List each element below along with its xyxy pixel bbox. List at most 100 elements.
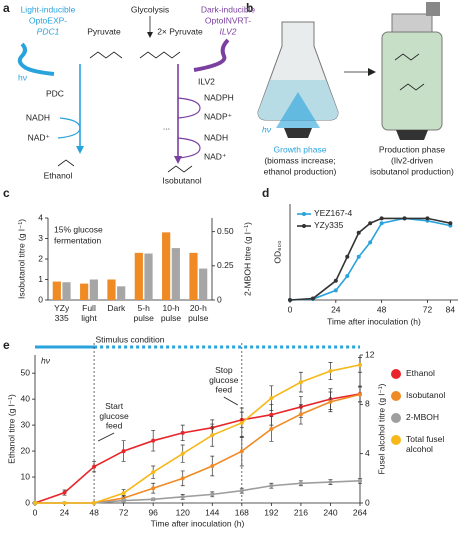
cofactor: NADH [204,132,228,142]
cofactor: NAD⁺ [28,132,51,142]
data-point [298,380,303,385]
chart-note: 15% glucose [54,224,103,234]
data-point [448,221,453,226]
data-point [33,501,37,505]
y-axis-label: Isobutanol titre (g l⁻¹) [16,219,26,299]
annotation-arrow [97,432,115,442]
enzyme-label: PDC [46,88,64,98]
light-label: hν [18,72,27,82]
y-tick-label: 40 [21,393,31,403]
cofactor-arrow [177,97,201,119]
data-point [368,221,373,226]
data-point [358,392,362,397]
y-tick-label: 10 [21,471,31,481]
data-point [425,216,430,221]
metabolite: Ethanol [44,170,73,180]
data-point [328,480,333,485]
data-point [121,491,126,496]
x-tick-label: 120 [176,507,190,517]
light-beam [276,92,320,128]
series-line [289,217,451,301]
y-tick-label: 30 [21,419,31,429]
legend-marker [391,369,401,379]
x-tick-label: 0 [33,507,38,517]
data-point [121,498,126,503]
y-tick-label: 0 [25,497,30,507]
promoter-label: ILV2 [219,26,236,36]
x-tick-label: 72 [423,304,433,314]
data-point [151,486,156,491]
data-point [269,412,274,417]
y2-tick-label: 8 [365,399,370,409]
arrowhead [147,32,153,38]
promoter-label: Light-inducible [21,4,76,14]
promoter-label: OptoEXP- [29,15,67,25]
bar [62,282,71,300]
x-axis-label: Time after inoculation (h) [327,316,421,326]
metabolite: Pyruvate [87,26,121,36]
data-point [298,412,303,417]
y2-tick-label: 12 [365,349,375,359]
legend-label: Isobutanol [406,390,445,400]
x-tick-label: 48 [377,304,387,314]
y2-tick-label: 0.50 [217,226,234,236]
arrowhead [76,146,84,154]
data-point [239,449,244,454]
bioreactor-diagram: hν Growth phase (biomass increase; ethan… [257,2,454,176]
x-tick-label: 144 [205,507,219,517]
data-point [92,464,97,469]
legend-marker [391,413,401,423]
molecule [167,165,193,173]
y-tick-label: 20 [21,445,31,455]
data-point [345,274,350,278]
data-point [356,230,361,235]
y-axis-label: Ethanol titre (g l⁻¹) [6,394,16,464]
data-point [269,483,274,488]
data-point [333,288,338,293]
phase-label: Production phase [379,144,445,154]
data-point [368,240,373,245]
x-tick-label: 24 [331,304,341,314]
molecule [394,53,420,61]
data-point [92,501,97,505]
cofactor: ... [163,121,170,131]
legend-marker [391,435,401,445]
light-label: hν [41,355,51,365]
y2-tick-label: 0 [365,497,370,507]
phase-note: isobutanol production) [370,166,454,176]
y-tick-label: 4 [38,212,43,222]
chart: OD₆₀₀ Time after inoculation (h) 0 24 48 72 84… [272,204,458,326]
legend-label: Ethanol [406,368,435,378]
molecule [57,159,75,167]
x-tick-label: 5-h pulse [134,303,155,323]
data-point [121,449,126,454]
y-tick-label: 3 [38,233,43,243]
y2-axis-label: Fusel alcohol titre (g l⁻¹) [376,383,386,474]
phase-note: (Ilv2-driven [391,155,433,165]
y-tick-label: 2 [38,253,43,263]
series-line [35,364,361,504]
bar [52,281,61,300]
y-axis-label: OD₆₀₀ [272,240,282,264]
x-tick-label: 24 [60,507,70,517]
promoter-label: Dark-inducible [201,4,256,14]
data-point [288,298,292,302]
panel-label: d [262,186,269,200]
data-point [180,494,185,499]
x-tick-label: YZy 335 [54,303,70,323]
promoter-label: OptoINVRT- [205,15,251,25]
series-line [289,217,451,301]
data-point [328,369,333,374]
y-tick-label: 50 [21,367,31,377]
data-point [151,438,156,443]
legend-marker [391,391,401,401]
y-tick-label: 0 [38,294,43,304]
pathway-label: Glycolysis [131,4,169,14]
data-point [210,433,215,438]
data-point [210,492,215,497]
cofactor: NADPH [204,92,234,102]
data-point [310,296,315,301]
y-tick-label: 1 [38,274,43,284]
cofactor: NADP⁺ [204,111,233,121]
